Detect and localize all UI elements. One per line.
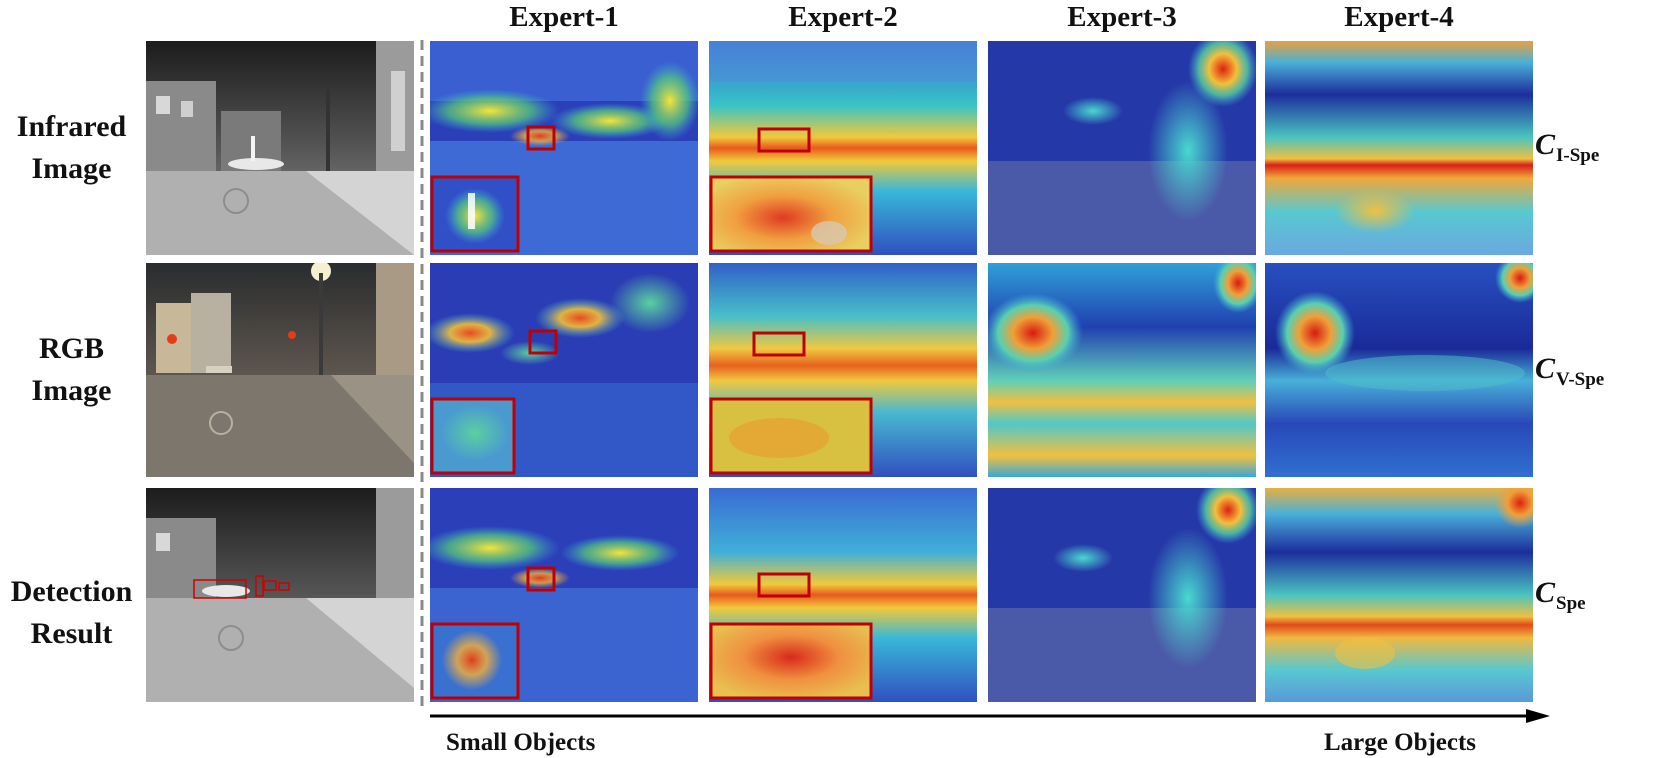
column-header-expert-4: Expert-4 [1344, 1, 1454, 33]
row-label-line1: RGB [38, 332, 104, 365]
context-symbol: C [1535, 128, 1556, 161]
column-header-expert-3: Expert-3 [1067, 1, 1177, 33]
context-subscript: Spe [1556, 593, 1586, 614]
heatmap-infrared-expert-1 [430, 41, 698, 255]
heatmap-rgb-expert-3 [988, 263, 1256, 477]
heatmap-infrared-expert-4 [1265, 41, 1533, 255]
heatmap-rgb-expert-1 [430, 263, 698, 477]
context-symbol: C [1535, 352, 1556, 385]
dashed-divider [420, 40, 424, 710]
row-label-line1: Detection [10, 575, 133, 608]
heatmap-rgb-expert-2 [709, 263, 977, 477]
detection-result-image [146, 488, 414, 702]
row-label-line1: Infrared [16, 110, 127, 143]
heatmap-detection-expert-2 [709, 488, 977, 702]
axis-label-large-objects: Large Objects [1324, 729, 1477, 756]
context-label-infrared: CI-Spe [1535, 128, 1655, 167]
context-subscript: I-Spe [1556, 145, 1600, 166]
row-label-detection: Detection Result [0, 571, 143, 655]
heatmap-detection-expert-1 [430, 488, 698, 702]
row-label-line2: Result [30, 617, 113, 650]
heatmap-infrared-expert-3 [988, 41, 1256, 255]
row-label-line2: Image [31, 152, 112, 185]
row-label-rgb: RGB Image [0, 328, 143, 412]
column-header-expert-1: Expert-1 [509, 1, 619, 33]
context-label-rgb: CV-Spe [1535, 352, 1655, 391]
rgb-input-image [146, 263, 414, 477]
heatmap-rgb-expert-4 [1265, 263, 1533, 477]
context-symbol: C [1535, 576, 1556, 609]
heatmap-detection-expert-3 [988, 488, 1256, 702]
heatmap-detection-expert-4 [1265, 488, 1533, 702]
row-label-line2: Image [31, 374, 112, 407]
axis-label-small-objects: Small Objects [446, 729, 596, 756]
size-axis-arrow [430, 709, 1550, 723]
infrared-input-image [146, 41, 414, 255]
context-subscript: V-Spe [1556, 369, 1605, 390]
context-label-spe: CSpe [1535, 576, 1655, 615]
row-label-infrared: Infrared Image [0, 106, 143, 190]
heatmap-infrared-expert-2 [709, 41, 977, 255]
column-header-expert-2: Expert-2 [788, 1, 898, 33]
